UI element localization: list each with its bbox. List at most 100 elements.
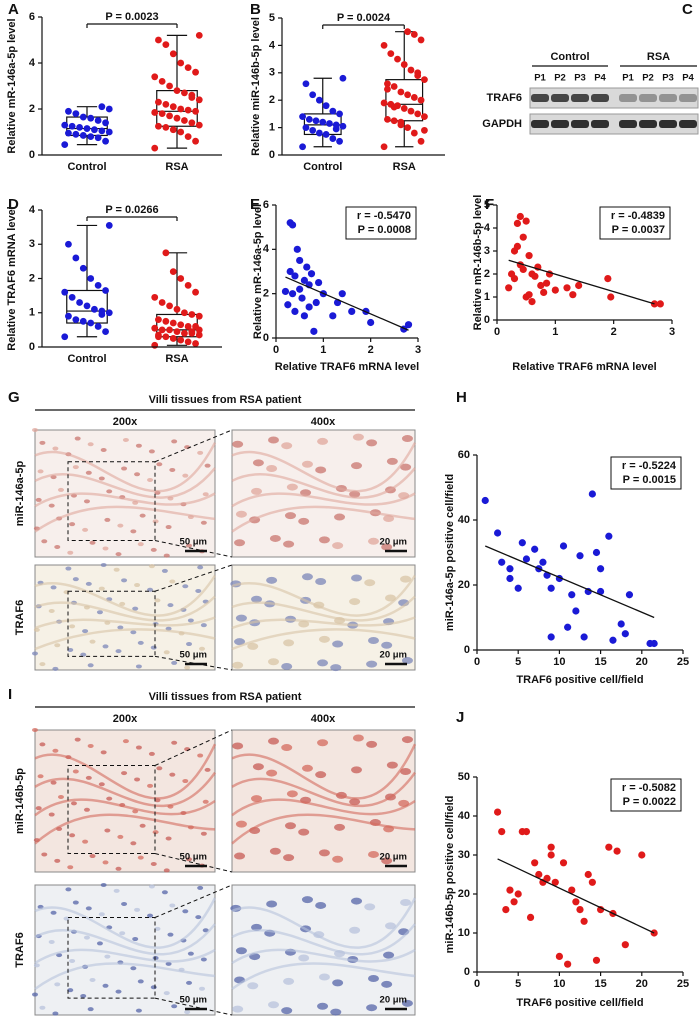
scale-label: 20 μm <box>380 852 407 863</box>
data-point <box>195 331 203 339</box>
cell <box>69 624 76 629</box>
panel-label: E <box>250 196 260 213</box>
blot-band <box>551 94 569 102</box>
cell <box>202 492 209 497</box>
data-point <box>528 298 536 306</box>
cell <box>137 855 144 860</box>
scale-label: 20 μm <box>380 537 407 548</box>
cell <box>80 994 87 999</box>
x-tick-label: 2 <box>368 344 374 356</box>
data-point <box>537 281 545 290</box>
data-point <box>404 91 412 99</box>
cell <box>147 477 154 482</box>
data-point <box>329 107 337 115</box>
cell <box>234 539 246 547</box>
y-tick-label: 1 <box>269 122 275 134</box>
data-point <box>410 94 418 101</box>
data-point <box>105 105 113 113</box>
cell <box>349 926 361 934</box>
cell <box>383 951 395 959</box>
cell <box>381 857 393 865</box>
y-axis-title: Relative mR-146b-5p level <box>472 195 484 331</box>
cell <box>351 897 363 905</box>
data-point <box>309 126 317 134</box>
data-point <box>494 529 502 537</box>
cell <box>57 795 64 800</box>
cell <box>39 662 46 667</box>
zoom-box <box>67 590 156 657</box>
data-point <box>169 103 177 111</box>
cell <box>318 849 330 857</box>
cell <box>147 783 154 788</box>
data-point <box>518 539 526 547</box>
cell <box>67 988 74 993</box>
cell <box>186 543 193 548</box>
cell <box>130 529 137 534</box>
cell <box>247 642 259 650</box>
cell <box>268 737 280 745</box>
regression-line <box>497 858 655 934</box>
tissue-fiber <box>34 616 216 630</box>
cell <box>100 883 107 887</box>
stats-box <box>345 206 417 240</box>
data-point <box>162 249 170 257</box>
stats-text: P = 0.0015 <box>623 474 676 486</box>
y-tick-label: 2 <box>29 103 35 115</box>
tissue-fiber <box>231 467 416 499</box>
tissue-fiber <box>34 798 216 817</box>
cell <box>195 915 202 920</box>
data-point <box>166 326 173 334</box>
data-point <box>569 291 577 299</box>
data-point <box>494 808 502 816</box>
data-point <box>390 117 398 125</box>
cell <box>381 980 393 988</box>
data-point <box>98 103 106 111</box>
data-point <box>169 268 177 276</box>
cell <box>87 1007 94 1012</box>
cell <box>132 606 139 611</box>
cell <box>82 527 89 532</box>
cell <box>163 650 170 655</box>
x-tick-label: Control <box>67 161 106 173</box>
data-point <box>299 113 306 121</box>
y-tick-label: 20 <box>458 888 470 900</box>
stats-text: P = 0.0037 <box>612 224 665 236</box>
data-point <box>151 293 159 301</box>
cell <box>200 623 207 628</box>
cell <box>367 850 379 858</box>
group-label: Control <box>550 51 589 63</box>
data-point <box>91 305 98 313</box>
y-tick-label: 0 <box>263 332 269 344</box>
cell <box>74 737 81 742</box>
cell <box>195 588 202 593</box>
cell <box>186 642 193 647</box>
scale-label: 50 μm <box>180 852 207 863</box>
cell <box>187 951 194 956</box>
data-point <box>166 82 173 90</box>
cell <box>301 573 313 581</box>
data-point <box>329 135 337 142</box>
data-point <box>72 130 80 138</box>
cell <box>283 540 295 548</box>
box <box>66 289 108 324</box>
cell <box>72 577 79 582</box>
data-point <box>597 587 605 596</box>
cell <box>200 831 207 836</box>
data-point <box>315 96 323 104</box>
group-label: RSA <box>647 51 670 63</box>
cell <box>315 771 327 779</box>
data-point <box>551 286 559 294</box>
cell <box>130 966 137 971</box>
cell <box>351 766 363 774</box>
data-point <box>307 270 316 278</box>
data-point <box>519 265 527 273</box>
cell <box>232 742 244 750</box>
data-point <box>192 288 199 296</box>
data-point <box>543 874 551 883</box>
x-tick-label: 1 <box>320 344 326 356</box>
lane-label: P2 <box>554 73 566 84</box>
data-point <box>177 105 185 113</box>
stats-text: r = -0.5470 <box>357 210 411 222</box>
y-axis-title: miR-146a-5p positive cell/field <box>444 474 456 631</box>
cell <box>332 855 344 863</box>
